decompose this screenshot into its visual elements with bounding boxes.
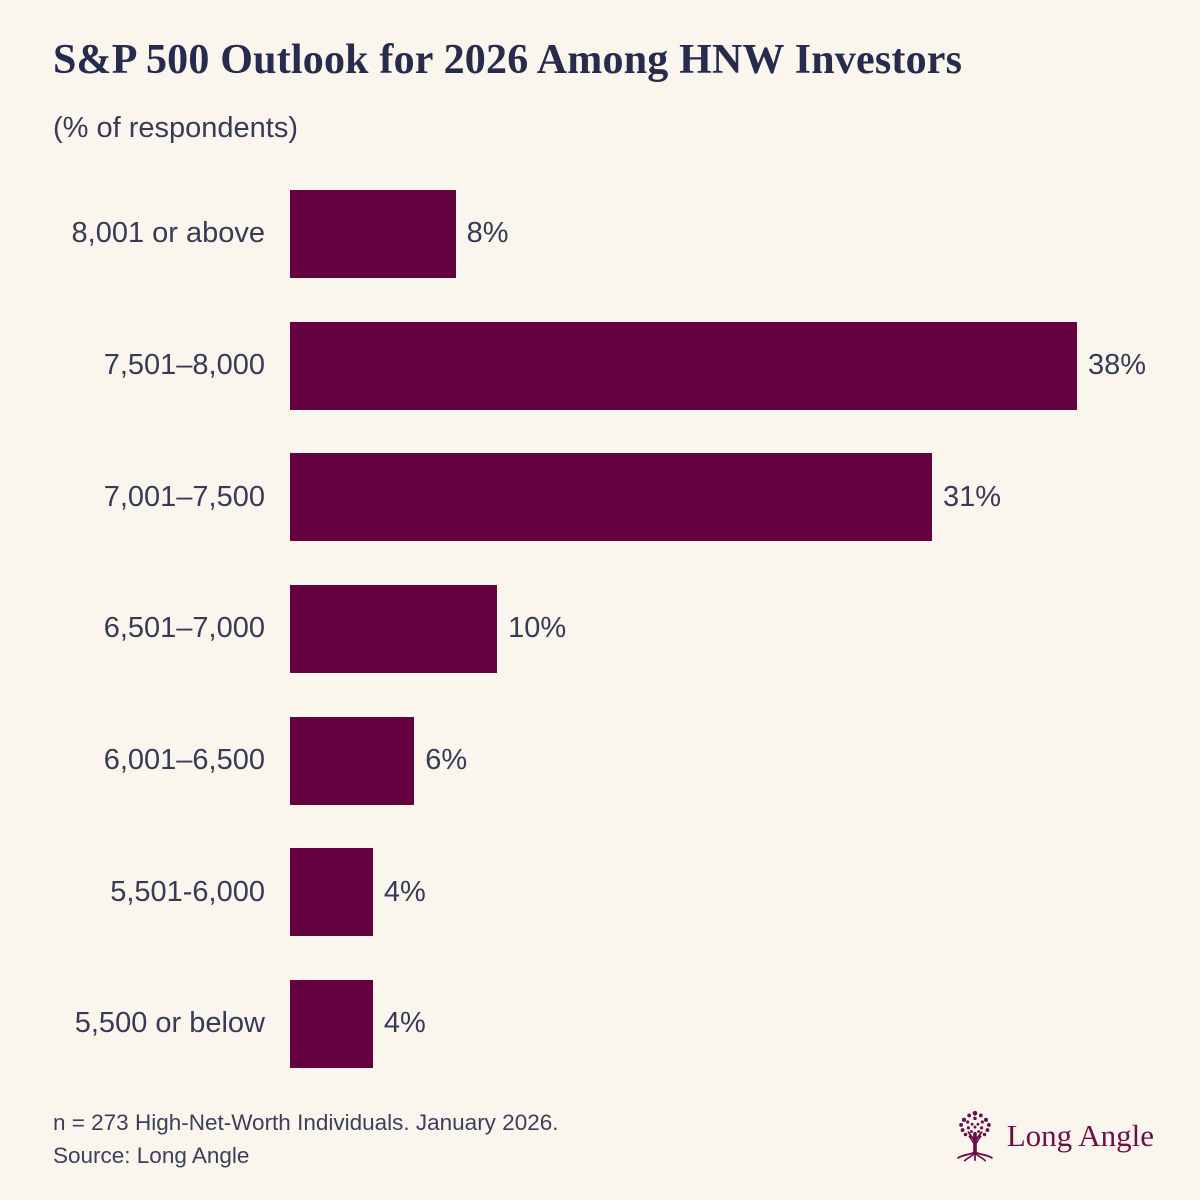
bar [290, 321, 1077, 410]
long-angle-logo: Long Angle [953, 1103, 1154, 1168]
bar [290, 848, 373, 937]
chart-title: S&P 500 Outlook for 2026 Among HNW Inves… [53, 37, 963, 83]
category-label: 6,501–7,000 [103, 612, 265, 645]
value-label: 10% [508, 612, 567, 645]
category-label: 7,001–7,500 [103, 480, 265, 513]
bar-row: 5,501-6,000 4% [53, 826, 1173, 958]
category-label: 7,501–8,000 [103, 349, 265, 382]
value-label: 31% [943, 480, 1002, 513]
bar [290, 979, 373, 1068]
value-label: 4% [383, 1007, 426, 1040]
footnote: n = 273 High-Net-Worth Individuals. Janu… [53, 1106, 559, 1172]
bar-row: 7,501–8,000 38% [53, 300, 1173, 432]
category-label: 8,001 or above [71, 217, 265, 250]
category-label: 5,501-6,000 [110, 875, 265, 908]
bar-row: 8,001 or above 8% [53, 168, 1173, 300]
category-label: 5,500 or below [74, 1007, 265, 1040]
value-label: 38% [1088, 349, 1147, 382]
value-label: 6% [425, 744, 468, 777]
bar-chart: 8,001 or above 8% 7,501–8,000 38% 7,001–… [53, 168, 1173, 1090]
chart-subtitle: (% of respondents) [53, 112, 299, 144]
bar-row: 7,001–7,500 31% [53, 431, 1173, 563]
value-label: 8% [466, 217, 509, 250]
bar [290, 189, 456, 278]
source-note: Source: Long Angle [53, 1143, 250, 1168]
bar-row: 6,501–7,000 10% [53, 563, 1173, 695]
tree-icon [953, 1103, 997, 1168]
value-label: 4% [383, 875, 426, 908]
bar-row: 5,500 or below 4% [53, 958, 1173, 1090]
bar [290, 584, 498, 673]
category-label: 6,001–6,500 [103, 744, 265, 777]
sample-note: n = 273 High-Net-Worth Individuals. Janu… [53, 1110, 559, 1135]
logo-text: Long Angle [1006, 1117, 1154, 1153]
bar [290, 716, 415, 805]
bar [290, 453, 933, 542]
bar-row: 6,001–6,500 6% [53, 695, 1173, 827]
